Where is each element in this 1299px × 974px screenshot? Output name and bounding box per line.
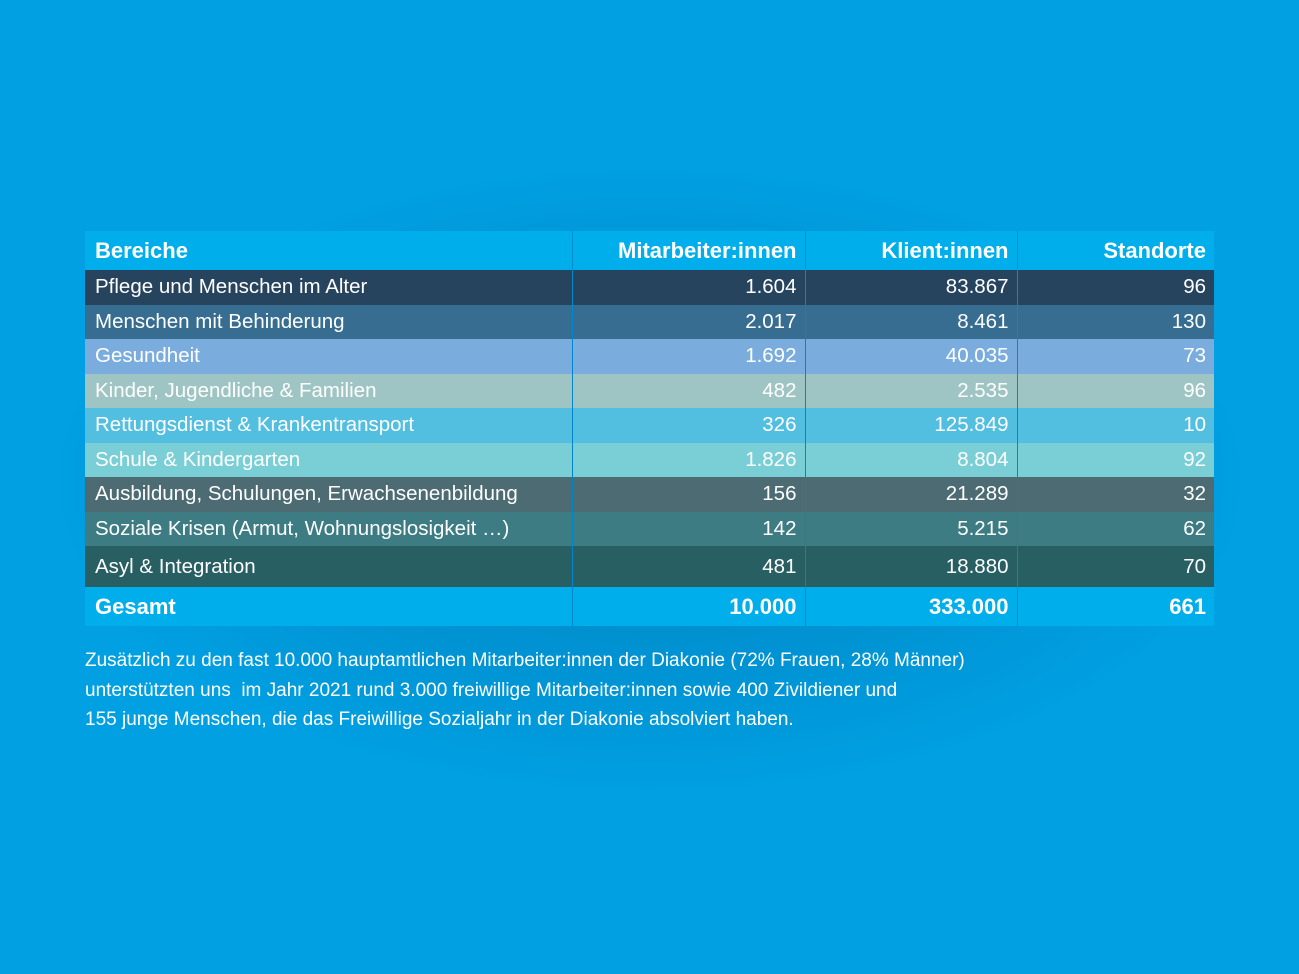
statistics-table: Bereiche Mitarbeiter:innen Klient:innen … bbox=[85, 231, 1214, 626]
cell-klienten: 125.849 bbox=[805, 408, 1018, 443]
total-standorte: 661 bbox=[1169, 593, 1206, 619]
cell-bereich: Asyl & Integration bbox=[85, 546, 573, 587]
cell-standorte: 96 bbox=[1183, 378, 1206, 402]
table-row: Ausbildung, Schulungen, Erwachsenenbildu… bbox=[85, 477, 1214, 512]
header-bereiche: Bereiche bbox=[85, 231, 573, 270]
caption-text: Zusätzlich zu den fast 10.000 hauptamtli… bbox=[85, 646, 1235, 735]
cell-klienten: 83.867 bbox=[805, 270, 1018, 305]
cell-standorte: 96 bbox=[1183, 275, 1206, 299]
statistics-table-container: Bereiche Mitarbeiter:innen Klient:innen … bbox=[85, 231, 1214, 626]
cell-standorte: 130 bbox=[1171, 309, 1206, 333]
cell-standorte: 73 bbox=[1183, 344, 1206, 368]
table-row: Pflege und Menschen im Alter 1.604 83.86… bbox=[85, 270, 1214, 305]
cell-bereich: Rettungsdienst & Krankentransport bbox=[85, 408, 573, 443]
caption-line: Zusätzlich zu den fast 10.000 hauptamtli… bbox=[85, 650, 965, 671]
cell-mitarbeiter: 2.017 bbox=[572, 304, 806, 339]
cell-mitarbeiter: 481 bbox=[572, 546, 806, 587]
caption-line: 155 junge Menschen, die das Freiwillige … bbox=[85, 709, 794, 730]
table-row: Menschen mit Behinderung 2.017 8.461 130 bbox=[85, 304, 1214, 339]
header-standorte: Standorte bbox=[1103, 237, 1206, 263]
cell-bereich: Kinder, Jugendliche & Familien bbox=[85, 373, 573, 408]
cell-bereich: Pflege und Menschen im Alter bbox=[85, 270, 573, 305]
cell-bereich: Soziale Krisen (Armut, Wohnungslosigkeit… bbox=[85, 511, 573, 546]
table-row: Gesundheit 1.692 40.035 73 bbox=[85, 339, 1214, 374]
cell-mitarbeiter: 482 bbox=[572, 373, 806, 408]
table-row: Soziale Krisen (Armut, Wohnungslosigkeit… bbox=[85, 511, 1214, 546]
cell-mitarbeiter: 1.692 bbox=[572, 339, 806, 374]
cell-klienten: 5.215 bbox=[805, 511, 1018, 546]
caption-line: unterstützten uns im Jahr 2021 rund 3.00… bbox=[85, 679, 898, 701]
cell-standorte: 62 bbox=[1183, 516, 1206, 540]
header-klienten: Klient:innen bbox=[805, 231, 1018, 270]
cell-bereich: Gesundheit bbox=[85, 339, 573, 374]
cell-mitarbeiter: 142 bbox=[572, 511, 806, 546]
cell-standorte: 70 bbox=[1183, 554, 1206, 578]
cell-standorte: 32 bbox=[1183, 482, 1206, 506]
cell-standorte: 92 bbox=[1183, 447, 1206, 471]
cell-bereich: Menschen mit Behinderung bbox=[85, 304, 573, 339]
table-body: Pflege und Menschen im Alter 1.604 83.86… bbox=[85, 270, 1214, 587]
table-row: Kinder, Jugendliche & Familien 482 2.535… bbox=[85, 373, 1214, 408]
cell-mitarbeiter: 156 bbox=[572, 477, 806, 512]
cell-mitarbeiter: 326 bbox=[572, 408, 806, 443]
cell-klienten: 8.804 bbox=[805, 442, 1018, 477]
cell-klienten: 21.289 bbox=[805, 477, 1018, 512]
cell-klienten: 18.880 bbox=[805, 546, 1018, 587]
table-row: Asyl & Integration 481 18.880 70 bbox=[85, 546, 1214, 587]
total-klienten: 333.000 bbox=[805, 587, 1018, 626]
cell-klienten: 8.461 bbox=[805, 304, 1018, 339]
table-total-row: Gesamt 10.000 333.000 661 bbox=[85, 587, 1214, 626]
table-row: Schule & Kindergarten 1.826 8.804 92 bbox=[85, 442, 1214, 477]
total-label: Gesamt bbox=[85, 587, 573, 626]
cell-mitarbeiter: 1.604 bbox=[572, 270, 806, 305]
header-mitarbeiter: Mitarbeiter:innen bbox=[572, 231, 806, 270]
cell-klienten: 40.035 bbox=[805, 339, 1018, 374]
table-header-row: Bereiche Mitarbeiter:innen Klient:innen … bbox=[85, 231, 1214, 270]
cell-bereich: Ausbildung, Schulungen, Erwachsenenbildu… bbox=[85, 477, 573, 512]
cell-mitarbeiter: 1.826 bbox=[572, 442, 806, 477]
cell-standorte: 10 bbox=[1183, 413, 1206, 437]
cell-bereich: Schule & Kindergarten bbox=[85, 442, 573, 477]
table-row: Rettungsdienst & Krankentransport 326 12… bbox=[85, 408, 1214, 443]
cell-klienten: 2.535 bbox=[805, 373, 1018, 408]
total-mitarbeiter: 10.000 bbox=[572, 587, 806, 626]
